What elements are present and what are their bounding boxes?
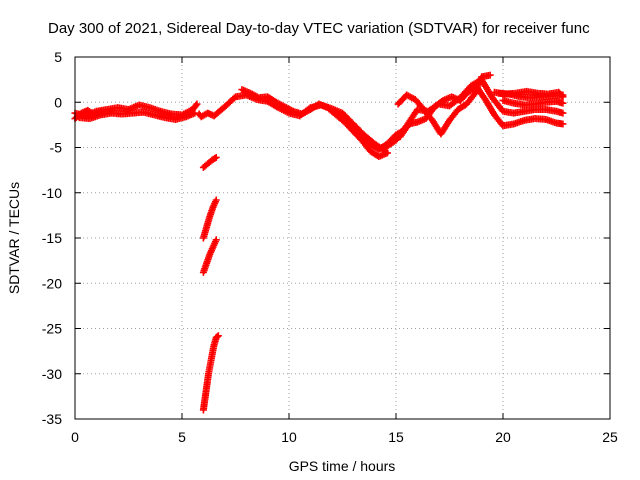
data-point	[558, 92, 566, 100]
data-point	[213, 333, 221, 341]
data-point	[559, 93, 567, 101]
series-track-main-2	[75, 108, 199, 123]
data-point	[212, 196, 220, 204]
series-track-late-5	[499, 96, 567, 109]
series-segment-2	[199, 196, 220, 242]
series-track-mid-3	[332, 109, 406, 153]
x-tick-label: 5	[178, 429, 186, 445]
y-tick-label: -35	[42, 411, 62, 427]
y-tick-label: -25	[42, 321, 62, 337]
x-tick-label: 0	[71, 429, 79, 445]
data-point	[486, 71, 494, 79]
data-point	[191, 109, 199, 117]
y-tick-label: -15	[42, 230, 62, 246]
data-point	[214, 332, 222, 340]
x-tick-label: 15	[388, 429, 404, 445]
data-point	[559, 120, 567, 128]
y-tick-label: -10	[42, 185, 62, 201]
data-point	[192, 101, 200, 109]
data-point	[212, 153, 220, 161]
series-track-mid	[195, 91, 389, 155]
series-segment-4	[199, 332, 222, 414]
data-point	[211, 154, 219, 162]
data-point	[383, 149, 391, 157]
axis-ticks: 0 5 10 15 20 25 -35 -30 -25 -20 -15 -10 -5 0 5	[42, 49, 618, 445]
chart-title: Day 300 of 2021, Sidereal Day-to-day VTE…	[48, 20, 590, 37]
data-point	[193, 100, 201, 108]
y-axis-label: SDTVAR / TECUs	[6, 182, 22, 294]
series-track-late-6	[490, 87, 567, 101]
series-segment-3	[199, 236, 220, 276]
y-tick-label: 0	[54, 94, 62, 110]
y-tick-label: -5	[50, 140, 63, 156]
x-axis-label: GPS time / hours	[289, 458, 396, 474]
y-tick-label: 5	[54, 49, 62, 65]
y-tick-label: -20	[42, 275, 62, 291]
series-segment-1	[199, 153, 220, 171]
x-tick-label: 10	[281, 429, 297, 445]
data-point	[559, 109, 567, 117]
data-point	[97, 107, 105, 115]
series-track-mid-2	[238, 86, 391, 161]
series-track-late-3	[394, 71, 494, 138]
data-series	[71, 71, 567, 414]
data-point	[212, 236, 220, 244]
x-tick-label: 25	[602, 429, 618, 445]
x-tick-label: 20	[495, 429, 511, 445]
data-point	[559, 99, 567, 107]
y-tick-label: -30	[42, 366, 62, 382]
